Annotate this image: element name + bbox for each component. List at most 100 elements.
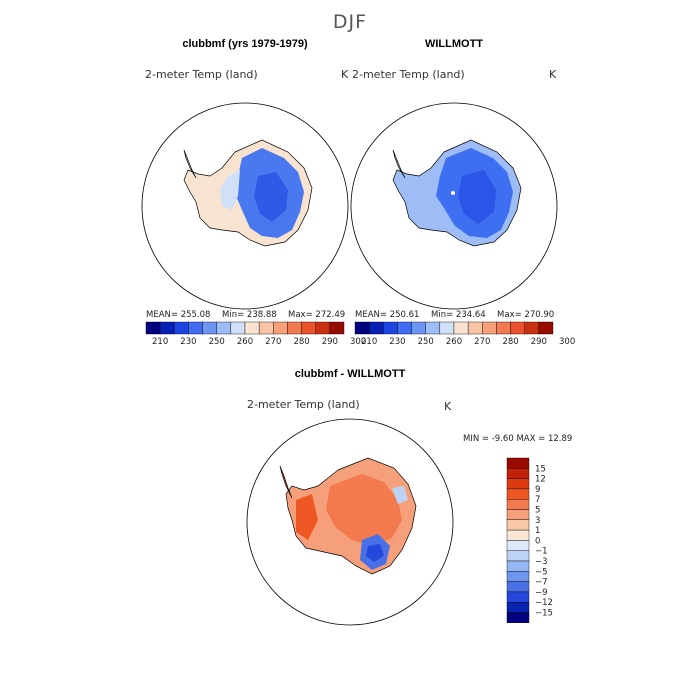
- colorbar-tick-label: 15: [535, 464, 546, 474]
- min-stat: Min= 238.88: [222, 310, 277, 320]
- colorbar-swatch: [506, 540, 530, 551]
- colorbar-swatch: [506, 488, 530, 500]
- colorbar-swatch: [506, 612, 530, 624]
- colorbar-tick-label: 250: [209, 337, 225, 347]
- max-stat: Max= 272.49: [288, 310, 345, 320]
- colorbar-swatch: [506, 591, 530, 603]
- panel-model: clubbmf (yrs 1979-1979) 2-meter Temp (la…: [141, 38, 366, 347]
- warm-coast-field: [296, 494, 318, 540]
- interior-core-field: [458, 170, 496, 224]
- colorbar-swatch: [216, 321, 232, 335]
- panel-title: WILLMOTT: [425, 38, 483, 50]
- peninsula: [392, 149, 406, 179]
- coastal-light-field: [220, 170, 240, 210]
- colorbar-model: 210 230 250 260 270 280 290 300: [145, 321, 366, 347]
- colorbar-tick-label: 1: [535, 526, 540, 536]
- colorbar-swatch: [506, 478, 530, 490]
- max-label: MAX =: [516, 434, 545, 444]
- colorbar-tick-label: −1: [535, 547, 548, 557]
- panel-title: clubbmf - WILLMOTT: [295, 368, 406, 380]
- colorbar-tick-label: 270: [265, 337, 281, 347]
- peninsula: [183, 149, 197, 179]
- colorbar-tick-label: 0: [535, 536, 540, 546]
- colorbar-swatch: [506, 499, 530, 510]
- colorbar-swatch: [174, 321, 189, 335]
- colorbar-tick-label: 300: [559, 337, 575, 347]
- colorbar-swatch: [145, 321, 161, 335]
- colorbar-tick-label: 210: [152, 337, 168, 347]
- colorbar-tick-label: 7: [535, 495, 540, 505]
- colorbar-swatch: [301, 321, 316, 335]
- colorbar-swatch: [368, 321, 384, 335]
- max-value: 270.90: [524, 310, 554, 320]
- colorbar-tick-label: 3: [535, 516, 540, 526]
- colorbar-tick-label: 12: [535, 475, 546, 485]
- colorbar-swatch: [329, 321, 345, 335]
- colorbar-swatch: [273, 321, 288, 335]
- colorbar-tick-label: 280: [502, 337, 518, 347]
- max-value: 272.49: [315, 310, 345, 320]
- max-stat: Max= 270.90: [497, 310, 554, 320]
- units-label: K: [549, 68, 557, 81]
- colorbar-swatch: [506, 468, 530, 479]
- colorbar-swatch: [467, 321, 483, 335]
- interior-core-field: [254, 172, 288, 222]
- units-label: K: [444, 400, 452, 413]
- colorbar-tick-label: 5: [535, 506, 540, 516]
- colorbar-swatch: [230, 321, 246, 335]
- main-title: DJF: [333, 11, 367, 33]
- units-label: K: [341, 68, 349, 81]
- cold-anomaly-core: [366, 544, 384, 562]
- max-value: 12.89: [548, 434, 572, 444]
- variable-label: 2-meter Temp (land): [145, 68, 258, 81]
- antarctica-map: [392, 139, 522, 247]
- colorbar-swatch: [439, 321, 455, 335]
- variable-label: 2-meter Temp (land): [247, 398, 360, 411]
- mean-stat: MEAN= 250.61: [355, 310, 419, 320]
- colorbar-tick-label: −5: [535, 567, 548, 577]
- mean-value: 250.61: [390, 310, 420, 320]
- colorbar-tick-label: 270: [474, 337, 490, 347]
- colorbar-tick-label: 280: [293, 337, 309, 347]
- colorbar-tick-label: 300: [350, 337, 366, 347]
- colorbar-tick-label: 230: [389, 337, 405, 347]
- colorbar-swatch: [510, 321, 525, 335]
- colorbar-swatch: [188, 321, 203, 335]
- colorbar-swatch: [524, 321, 540, 335]
- panel-title: clubbmf (yrs 1979-1979): [182, 38, 308, 50]
- colorbar-swatch: [506, 529, 530, 541]
- min-value: 238.88: [247, 310, 277, 320]
- warm-interior-field: [326, 474, 402, 546]
- colorbar-swatch: [496, 321, 511, 335]
- colorbar-tick-label: 210: [361, 337, 377, 347]
- map-boundary: [246, 418, 454, 626]
- colorbar-swatch: [354, 321, 370, 335]
- colorbar-tick-label: −9: [535, 588, 548, 598]
- colorbar-swatch: [506, 519, 530, 531]
- colorbar-swatch: [506, 581, 530, 593]
- colorbar-swatch: [202, 321, 217, 335]
- colorbar-tick-label: −12: [535, 598, 553, 608]
- mean-label: MEAN=: [355, 310, 387, 320]
- colorbar-swatch: [397, 321, 412, 335]
- min-label: MIN =: [463, 434, 489, 444]
- colorbar-swatch: [383, 321, 398, 335]
- map-boundary: [350, 102, 558, 310]
- colorbar-swatch: [482, 321, 497, 335]
- colorbar-swatch: [506, 457, 530, 469]
- colorbar-swatch: [538, 321, 554, 335]
- min-value: 234.64: [456, 310, 486, 320]
- colorbar-swatch: [506, 560, 530, 572]
- min-label: Min=: [222, 310, 244, 320]
- colorbar-swatch: [425, 321, 441, 335]
- antarctica-map: [279, 457, 417, 575]
- antarctica-map: [183, 139, 313, 247]
- colorbar-swatch: [506, 571, 530, 582]
- colorbar-swatch: [453, 321, 469, 335]
- colorbar-swatch: [411, 321, 426, 335]
- colorbar-swatch: [258, 321, 274, 335]
- variable-label: 2-meter Temp (land): [352, 68, 465, 81]
- mean-label: MEAN=: [146, 310, 178, 320]
